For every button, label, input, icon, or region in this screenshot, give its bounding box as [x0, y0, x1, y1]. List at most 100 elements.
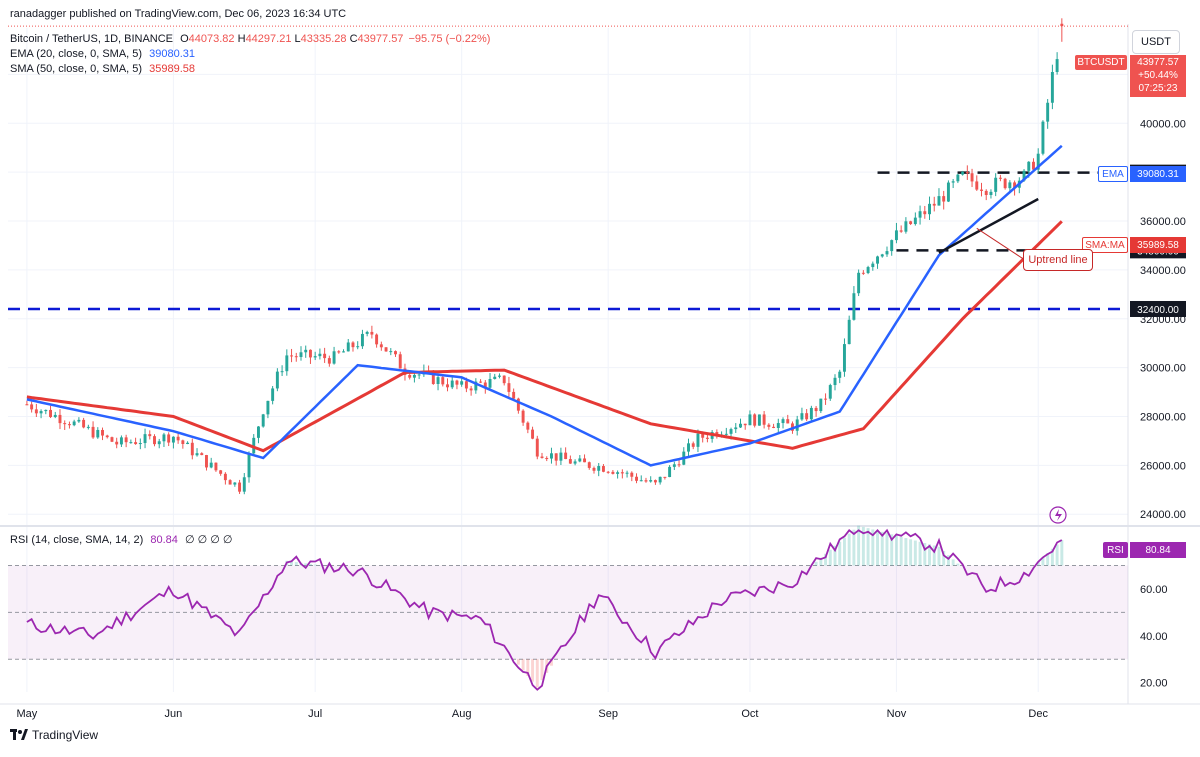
candle-body — [143, 434, 147, 444]
candle-body — [408, 374, 412, 378]
sma-tag-label: SMA:MA — [1082, 237, 1128, 253]
ema-legend: EMA (20, close, 0, SMA, 5) 39080.31 — [10, 48, 195, 60]
candle-body — [998, 177, 1002, 179]
time-axis-label: Jul — [308, 708, 322, 720]
candle-body — [431, 371, 435, 384]
rsi-legend-label: RSI (14, close, SMA, 14, 2) — [10, 534, 144, 546]
price-axis-label: 24000.00 — [1140, 509, 1186, 521]
price-axis-label: 36000.00 — [1140, 216, 1186, 228]
candle-body — [77, 419, 81, 422]
candle-body — [441, 377, 445, 385]
candle-body — [526, 422, 530, 430]
candle-body — [1036, 153, 1040, 170]
candle-body — [238, 482, 242, 492]
candle-body — [653, 480, 657, 483]
candle-body — [961, 172, 965, 175]
price-axis-label: 32000.00 — [1140, 314, 1186, 326]
candle-body — [772, 426, 776, 428]
rsi-axis-label: 20.00 — [1140, 678, 1168, 690]
candle-body — [34, 409, 38, 414]
candle-body — [153, 436, 156, 445]
candle-body — [129, 442, 133, 444]
candle-body — [346, 342, 350, 352]
candle-body — [105, 435, 109, 438]
candle-body — [597, 466, 601, 471]
candle-body — [885, 251, 889, 255]
moving-average-lines — [26, 144, 1063, 467]
candle-body — [446, 384, 449, 388]
candle-body — [946, 182, 950, 202]
candle-body — [39, 411, 43, 414]
candle-body — [805, 413, 809, 420]
sma-tag-value: 35989.58 — [1130, 237, 1186, 253]
candle-body — [559, 452, 563, 461]
candle-body — [464, 381, 468, 389]
ohlc-c-label: C — [349, 33, 358, 45]
symbol-line: Bitcoin / TetherUS, 1D, BINANCE — [10, 33, 174, 45]
candle-body — [474, 381, 478, 391]
candle-body — [568, 459, 572, 464]
candle-body — [375, 334, 379, 345]
candle-body — [370, 331, 374, 335]
annotation-pointer — [976, 227, 1026, 261]
candle-body — [318, 353, 322, 357]
candle-body — [389, 351, 393, 353]
uptrend-line-segment — [938, 197, 1039, 254]
ohlc-legend: Bitcoin / TetherUS, 1D, BINANCE O44073.8… — [10, 33, 490, 45]
candle-body — [455, 380, 459, 385]
candle-body — [261, 414, 265, 427]
candle-body — [280, 371, 284, 373]
candle-body — [644, 480, 648, 482]
candle-body — [616, 472, 620, 474]
candle-body — [1003, 178, 1007, 189]
candle-body — [1027, 161, 1031, 171]
candle-body — [186, 442, 190, 445]
candle-body — [44, 409, 48, 412]
candle-body — [951, 181, 955, 183]
level-tag-label: 32400.00 — [1137, 305, 1179, 316]
candle-body — [82, 419, 86, 428]
lightning-bolt-icon — [1055, 509, 1062, 521]
candle-body — [904, 221, 908, 232]
candle-body — [394, 351, 397, 355]
sma-legend-value: 35989.58 — [149, 63, 196, 75]
candle-body — [181, 440, 185, 445]
candle-body — [101, 429, 104, 436]
currency-button[interactable]: USDT — [1132, 30, 1180, 54]
uptrend-annotation[interactable]: Uptrend line — [1023, 249, 1093, 271]
candle-body — [838, 371, 842, 378]
time-axis-label: Dec — [1028, 708, 1048, 720]
candle-body — [592, 467, 596, 471]
candle-body — [195, 453, 199, 456]
candle-body — [115, 441, 119, 445]
candle-body — [762, 414, 766, 425]
candle-body — [724, 433, 728, 435]
candle-body — [866, 267, 870, 274]
footer-brand[interactable]: TradingView — [10, 728, 98, 742]
candle-body — [970, 173, 974, 182]
candle-body — [1013, 182, 1017, 188]
candle-body — [635, 476, 638, 481]
candle-body — [72, 421, 76, 426]
candle-body — [535, 438, 539, 457]
candle-body — [25, 404, 29, 406]
candle-body — [975, 181, 979, 190]
candle-body — [601, 466, 605, 472]
last-price-tag: 43977.57 +50.44% 07:25:23 — [1130, 55, 1186, 97]
candle-body — [932, 203, 936, 206]
candle-body — [294, 356, 298, 358]
candle-body — [219, 470, 223, 474]
candle-body — [994, 177, 998, 192]
grid-lines — [0, 24, 1200, 705]
candle-body — [894, 230, 898, 241]
candle-body — [190, 442, 194, 456]
candle-body — [205, 455, 208, 468]
candle-body — [743, 423, 747, 426]
candle-body — [493, 376, 497, 380]
candle-body — [209, 462, 213, 468]
candle-body — [554, 453, 558, 461]
candle-body — [1022, 170, 1026, 181]
candle-body — [483, 382, 487, 388]
candle-body — [696, 433, 700, 447]
